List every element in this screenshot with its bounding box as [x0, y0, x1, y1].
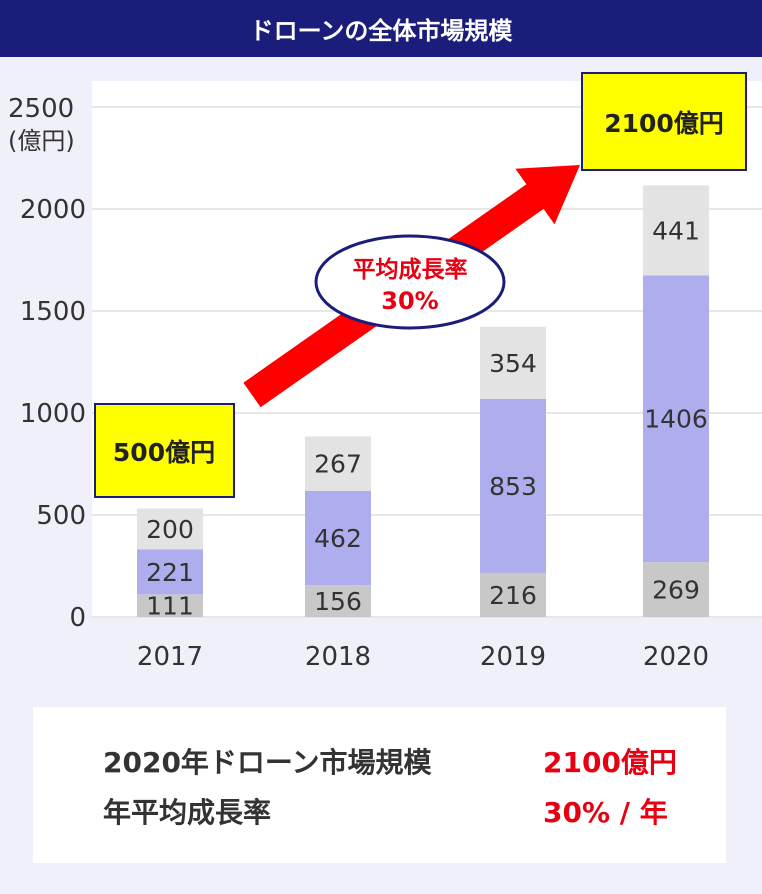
bar-segment	[305, 585, 371, 617]
bar-value-label: 1406	[644, 405, 708, 434]
end-value-box	[581, 72, 747, 171]
bar-segment	[137, 549, 203, 595]
start-value-label: 500億円	[113, 438, 215, 467]
bar-segment	[480, 326, 546, 399]
bar-value-label: 111	[146, 592, 194, 621]
bar-value-label: 221	[146, 558, 194, 587]
y-tick-label: 500	[36, 501, 86, 531]
chart-title: ドローンの全体市場規模	[0, 0, 762, 57]
summary-box: 2020年ドローン市場規模 2100億円 年平均成長率 30% / 年	[33, 707, 726, 863]
y-tick-label: 2000	[20, 195, 86, 225]
bar-segment	[643, 275, 709, 563]
bar-value-label: 267	[314, 450, 362, 479]
stacked-bar-chart: 0 500 1000 1500 2000 2500 (億円) 2017 2018 2019 2020…	[8, 72, 762, 672]
growth-rate-label: 平均成長率	[353, 256, 468, 283]
summary-market-size-label: 2020年ドローン市場規模	[103, 746, 432, 779]
end-value-label: 2100億円	[604, 109, 724, 138]
bar-value-label: 462	[314, 524, 362, 553]
y-tick-label: 1500	[20, 297, 86, 327]
bar-segment	[305, 490, 371, 586]
bar-segment	[305, 436, 371, 491]
summary-growth-value: 30% / 年	[543, 796, 668, 829]
growth-rate-value: 30%	[381, 287, 438, 315]
y-tick-label: 0	[69, 603, 86, 633]
bar-value-label: 200	[146, 515, 194, 544]
x-tick-label: 2020	[643, 642, 709, 672]
x-tick-label: 2017	[137, 642, 203, 672]
bar-segment	[643, 562, 709, 617]
bar-segment	[480, 572, 546, 617]
bar-segment	[137, 508, 203, 550]
bar-value-label: 441	[652, 216, 700, 245]
y-tick-label: 2500	[8, 94, 74, 124]
bar-segment	[643, 185, 709, 276]
start-value-box	[94, 403, 235, 498]
x-tick-label: 2018	[305, 642, 371, 672]
bar-value-label: 156	[314, 587, 362, 616]
bar-value-label: 216	[489, 581, 537, 610]
summary-growth-label: 年平均成長率	[103, 796, 272, 829]
y-axis-unit-label: (億円)	[8, 127, 75, 155]
bar-value-label: 354	[489, 349, 537, 378]
y-tick-label: 1000	[20, 399, 86, 429]
x-tick-label: 2019	[480, 642, 546, 672]
summary-market-size-value: 2100億円	[543, 746, 677, 779]
bar-segment	[480, 398, 546, 573]
growth-rate-ellipse	[314, 234, 506, 330]
bar-segment	[137, 594, 203, 617]
bar-value-label: 269	[652, 576, 700, 605]
chart-title-text: ドローンの全体市場規模	[249, 17, 513, 45]
bar-value-label: 853	[489, 472, 537, 501]
